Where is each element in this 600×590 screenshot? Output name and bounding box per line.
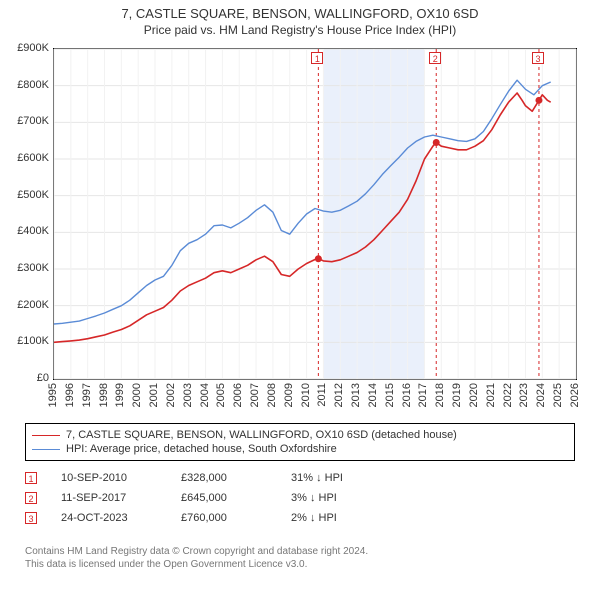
x-tick-label: 2026: [569, 383, 581, 407]
x-tick-label: 2004: [199, 383, 211, 407]
x-tick-label: 2014: [367, 383, 379, 407]
x-tick-label: 2002: [165, 383, 177, 407]
legend-row: HPI: Average price, detached house, Sout…: [32, 442, 568, 456]
legend-label: HPI: Average price, detached house, Sout…: [66, 443, 337, 455]
x-tick-label: 2019: [451, 383, 463, 407]
plot-area: [53, 48, 577, 380]
sales-date: 24-OCT-2023: [61, 512, 181, 524]
sales-price: £328,000: [181, 472, 291, 484]
x-tick-label: 2009: [283, 383, 295, 407]
sales-flag: 1: [25, 472, 37, 484]
footer-line2: This data is licensed under the Open Gov…: [25, 558, 368, 571]
sales-delta: 31% ↓ HPI: [291, 472, 411, 484]
x-tick-label: 1997: [81, 383, 93, 407]
legend-swatch: [32, 435, 60, 436]
x-tick-label: 2022: [502, 383, 514, 407]
chart-svg: [54, 49, 576, 379]
y-tick-label: £300K: [17, 262, 49, 274]
x-tick-label: 2008: [266, 383, 278, 407]
y-tick-label: £700K: [17, 115, 49, 127]
y-tick-label: £500K: [17, 189, 49, 201]
sales-row: 1 10-SEP-2010£328,00031% ↓ HPI: [25, 468, 411, 488]
sales-delta: 3% ↓ HPI: [291, 492, 411, 504]
x-tick-label: 2010: [300, 383, 312, 407]
legend-swatch: [32, 449, 60, 450]
footer-line1: Contains HM Land Registry data © Crown c…: [25, 545, 368, 558]
x-tick-label: 2018: [434, 383, 446, 407]
x-tick-label: 2000: [131, 383, 143, 407]
chart-title-line1: 7, CASTLE SQUARE, BENSON, WALLINGFORD, O…: [0, 0, 600, 21]
x-tick-label: 1999: [114, 383, 126, 407]
sales-flag: 3: [25, 512, 37, 524]
x-tick-label: 2011: [316, 383, 328, 407]
y-tick-label: £200K: [17, 299, 49, 311]
x-tick-label: 1996: [64, 383, 76, 407]
sales-row: 2 11-SEP-2017£645,0003% ↓ HPI: [25, 488, 411, 508]
sales-flag: 2: [25, 492, 37, 504]
sales-table: 1 10-SEP-2010£328,00031% ↓ HPI 2 11-SEP-201…: [25, 468, 411, 528]
x-tick-label: 2016: [401, 383, 413, 407]
x-tick-label: 2005: [215, 383, 227, 407]
x-tick-label: 2013: [350, 383, 362, 407]
x-tick-label: 2001: [148, 383, 160, 407]
sales-date: 10-SEP-2010: [61, 472, 181, 484]
marker-flag: 2: [429, 52, 441, 64]
legend-box: 7, CASTLE SQUARE, BENSON, WALLINGFORD, O…: [25, 423, 575, 461]
marker-flag: 3: [532, 52, 544, 64]
sales-price: £760,000: [181, 512, 291, 524]
y-tick-label: £400K: [17, 225, 49, 237]
footer-attribution: Contains HM Land Registry data © Crown c…: [25, 545, 368, 571]
x-tick-label: 2003: [182, 383, 194, 407]
x-tick-label: 1998: [98, 383, 110, 407]
legend-row: 7, CASTLE SQUARE, BENSON, WALLINGFORD, O…: [32, 428, 568, 442]
sales-price: £645,000: [181, 492, 291, 504]
y-tick-label: £600K: [17, 152, 49, 164]
marker-flag: 1: [311, 52, 323, 64]
sales-row: 3 24-OCT-2023£760,0002% ↓ HPI: [25, 508, 411, 528]
y-tick-label: £100K: [17, 335, 49, 347]
x-tick-label: 2017: [417, 383, 429, 407]
x-tick-label: 2007: [249, 383, 261, 407]
sales-delta: 2% ↓ HPI: [291, 512, 411, 524]
x-tick-label: 2006: [232, 383, 244, 407]
y-tick-label: £900K: [17, 42, 49, 54]
x-tick-label: 2023: [518, 383, 530, 407]
legend-label: 7, CASTLE SQUARE, BENSON, WALLINGFORD, O…: [66, 429, 457, 441]
x-tick-label: 2020: [468, 383, 480, 407]
x-tick-label: 2024: [535, 383, 547, 407]
sales-date: 11-SEP-2017: [61, 492, 181, 504]
y-tick-label: £800K: [17, 79, 49, 91]
x-tick-label: 1995: [47, 383, 59, 407]
chart-title-line2: Price paid vs. HM Land Registry's House …: [0, 21, 600, 37]
x-tick-label: 2015: [384, 383, 396, 407]
x-tick-label: 2012: [333, 383, 345, 407]
x-tick-label: 2021: [485, 383, 497, 407]
x-tick-label: 2025: [552, 383, 564, 407]
